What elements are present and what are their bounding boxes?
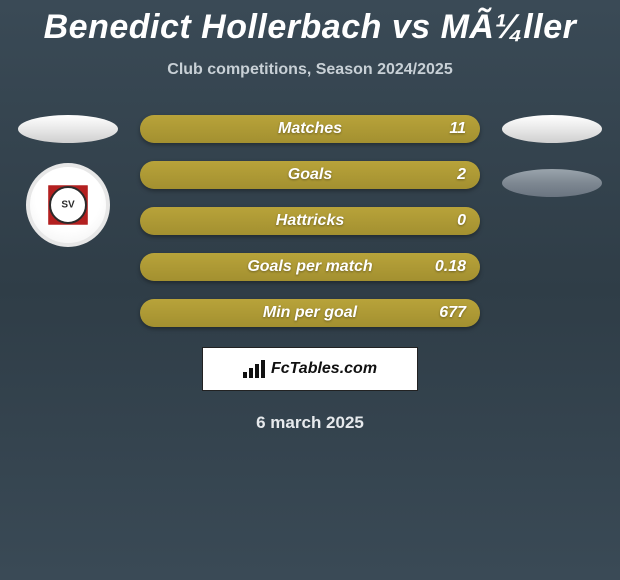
club-logo-text: SV bbox=[61, 200, 74, 211]
bar-chart-icon bbox=[243, 360, 265, 378]
stat-value: 2 bbox=[457, 166, 466, 184]
stat-value: 11 bbox=[449, 120, 466, 138]
attribution-box: FcTables.com bbox=[202, 347, 418, 391]
main-area: SV Matches 11 Goals 2 Hattricks 0 Goals … bbox=[0, 115, 620, 327]
stat-value: 0 bbox=[457, 212, 466, 230]
club2-oval-icon bbox=[502, 169, 602, 197]
player-left-column: SV bbox=[8, 115, 128, 247]
player1-oval-icon bbox=[18, 115, 118, 143]
page-title: Benedict Hollerbach vs MÃ¼ller bbox=[44, 8, 577, 47]
club-logo-icon: SV bbox=[26, 163, 110, 247]
stat-row-min-per-goal: Min per goal 677 bbox=[140, 299, 480, 327]
stat-row-matches: Matches 11 bbox=[140, 115, 480, 143]
player-right-column bbox=[492, 115, 612, 197]
stat-label: Goals bbox=[288, 166, 332, 184]
attribution-text: FcTables.com bbox=[271, 360, 377, 378]
stat-row-goals-per-match: Goals per match 0.18 bbox=[140, 253, 480, 281]
stat-value: 677 bbox=[439, 304, 466, 322]
stat-label: Matches bbox=[278, 120, 342, 138]
comparison-infographic: Benedict Hollerbach vs MÃ¼ller Club comp… bbox=[0, 0, 620, 580]
player2-oval-icon bbox=[502, 115, 602, 143]
stat-value: 0.18 bbox=[435, 258, 466, 276]
stat-label: Goals per match bbox=[247, 258, 372, 276]
date-text: 6 march 2025 bbox=[256, 413, 364, 433]
stat-label: Hattricks bbox=[276, 212, 344, 230]
stat-row-hattricks: Hattricks 0 bbox=[140, 207, 480, 235]
stat-label: Min per goal bbox=[263, 304, 357, 322]
stat-row-goals: Goals 2 bbox=[140, 161, 480, 189]
season-subtitle: Club competitions, Season 2024/2025 bbox=[167, 61, 452, 79]
